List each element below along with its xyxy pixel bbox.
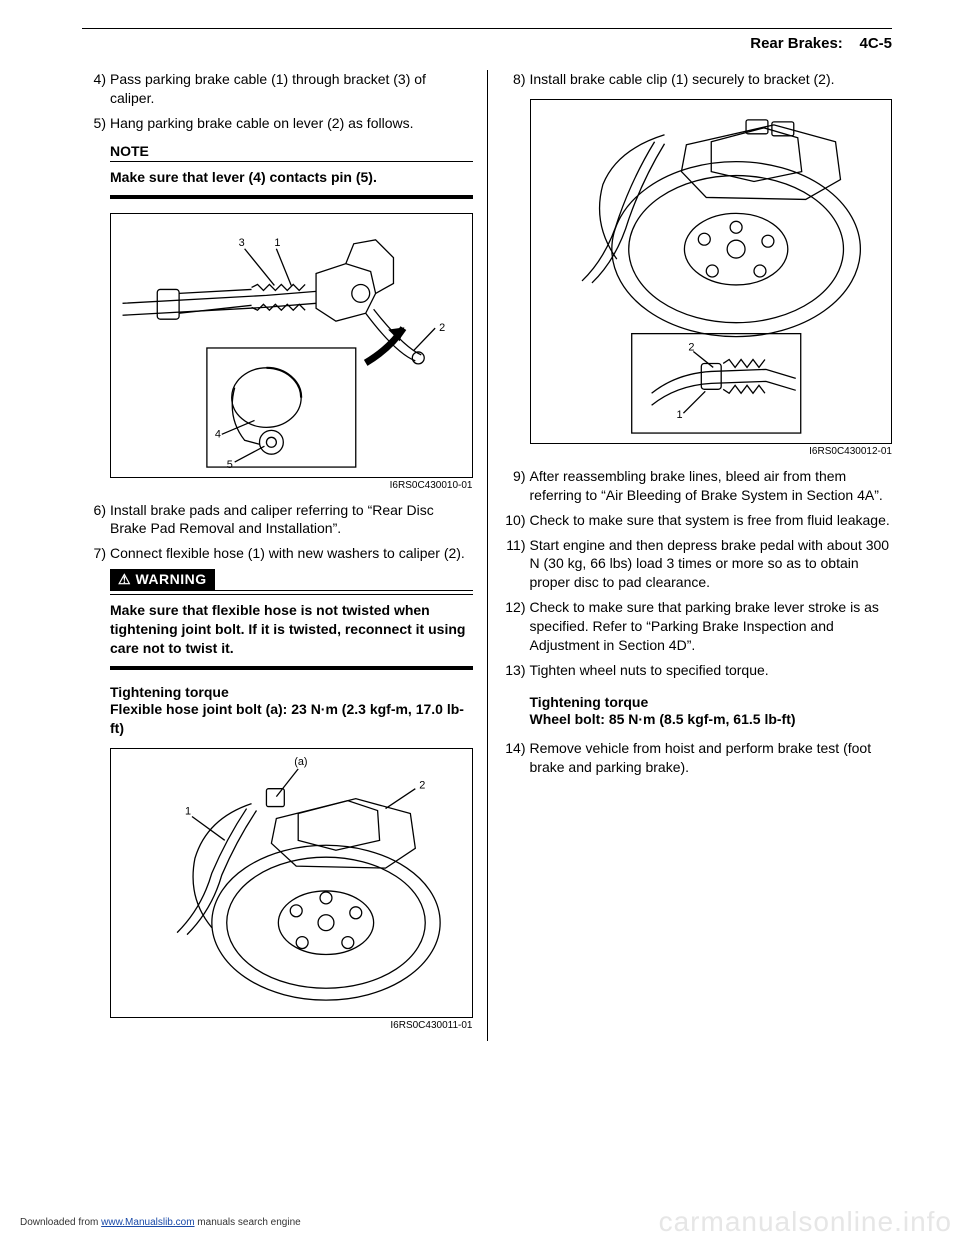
step-text: Start engine and then depress brake peda…	[530, 536, 893, 593]
page-number: 4C-5	[859, 35, 892, 52]
step-number: 13)	[502, 661, 530, 680]
step-8: 8) Install brake cable clip (1) securely…	[502, 70, 893, 89]
footer-pre: Downloaded from	[20, 1217, 101, 1228]
callout-2: 2	[688, 341, 694, 353]
step-text: After reassembling brake lines, bleed ai…	[530, 467, 893, 505]
step-14: 14) Remove vehicle from hoist and perfor…	[502, 739, 893, 777]
step-6: 6) Install brake pads and caliper referr…	[82, 501, 473, 539]
step-number: 7)	[82, 544, 110, 563]
callout-1: 1	[274, 236, 280, 248]
callout-5: 5	[227, 459, 233, 471]
step-text: Hang parking brake cable on lever (2) as…	[110, 114, 473, 133]
callout-2: 2	[439, 322, 445, 334]
step-4: 4) Pass parking brake cable (1) through …	[82, 70, 473, 108]
left-column: 4) Pass parking brake cable (1) through …	[82, 70, 487, 1041]
callout-1: 1	[676, 409, 682, 421]
step-text: Install brake cable clip (1) securely to…	[530, 70, 893, 89]
step-text: Connect flexible hose (1) with new washe…	[110, 544, 473, 563]
step-13: 13) Tighten wheel nuts to specified torq…	[502, 661, 893, 680]
figure-1-svg: 3 1 2 4 5	[111, 214, 472, 477]
footer: Downloaded from www.Manualslib.com manua…	[20, 1217, 301, 1228]
step-12: 12) Check to make sure that parking brak…	[502, 598, 893, 655]
step-number: 6)	[82, 501, 110, 539]
note-body: Make sure that lever (4) contacts pin (5…	[110, 168, 473, 187]
step-number: 11)	[502, 536, 530, 593]
figure-1: 3 1 2 4 5	[110, 213, 473, 478]
footer-post: manuals search engine	[195, 1217, 301, 1228]
figure-3-svg: 2 1	[531, 100, 892, 443]
figure-3: 2 1	[530, 99, 893, 444]
step-text: Install brake pads and caliper referring…	[110, 501, 473, 539]
figure-2-svg: (a) 1 2	[111, 749, 472, 1017]
warning-body: Make sure that flexible hose is not twis…	[110, 601, 473, 658]
section-title: Rear Brakes:	[750, 35, 843, 52]
right-column: 8) Install brake cable clip (1) securely…	[488, 70, 893, 1041]
warning-label: ⚠ WARNING	[110, 569, 215, 590]
callout-4: 4	[215, 428, 221, 440]
step-number: 9)	[502, 467, 530, 505]
figure-2: (a) 1 2	[110, 748, 473, 1018]
torque-value: Wheel bolt: 85 N·m (8.5 kgf-m, 61.5 lb-f…	[530, 710, 893, 729]
step-text: Remove vehicle from hoist and perform br…	[530, 739, 893, 777]
callout-3: 3	[239, 236, 245, 248]
figure-3-caption: I6RS0C430012-01	[530, 446, 893, 457]
figure-1-caption: I6RS0C430010-01	[110, 480, 473, 491]
torque-heading: Tightening torque	[530, 694, 893, 710]
callout-2: 2	[419, 779, 425, 791]
step-text: Tighten wheel nuts to specified torque.	[530, 661, 893, 680]
step-number: 4)	[82, 70, 110, 108]
watermark: carmanualsonline.info	[659, 1206, 952, 1238]
figure-2-caption: I6RS0C430011-01	[110, 1020, 473, 1031]
step-number: 10)	[502, 511, 530, 530]
step-5: 5) Hang parking brake cable on lever (2)…	[82, 114, 473, 133]
callout-a: (a)	[294, 756, 307, 768]
footer-link[interactable]: www.Manualslib.com	[101, 1217, 194, 1228]
page-header: Rear Brakes: 4C-5	[82, 35, 892, 52]
step-text: Pass parking brake cable (1) through bra…	[110, 70, 473, 108]
step-10: 10) Check to make sure that system is fr…	[502, 511, 893, 530]
step-number: 12)	[502, 598, 530, 655]
torque-heading: Tightening torque	[110, 684, 473, 700]
step-text: Check to make sure that parking brake le…	[530, 598, 893, 655]
step-7: 7) Connect flexible hose (1) with new wa…	[82, 544, 473, 563]
step-11: 11) Start engine and then depress brake …	[502, 536, 893, 593]
step-number: 5)	[82, 114, 110, 133]
torque-value: Flexible hose joint bolt (a): 23 N·m (2.…	[110, 700, 473, 738]
step-number: 14)	[502, 739, 530, 777]
callout-1: 1	[185, 805, 191, 817]
note-heading: NOTE	[110, 143, 473, 159]
step-9: 9) After reassembling brake lines, bleed…	[502, 467, 893, 505]
step-number: 8)	[502, 70, 530, 89]
step-text: Check to make sure that system is free f…	[530, 511, 893, 530]
